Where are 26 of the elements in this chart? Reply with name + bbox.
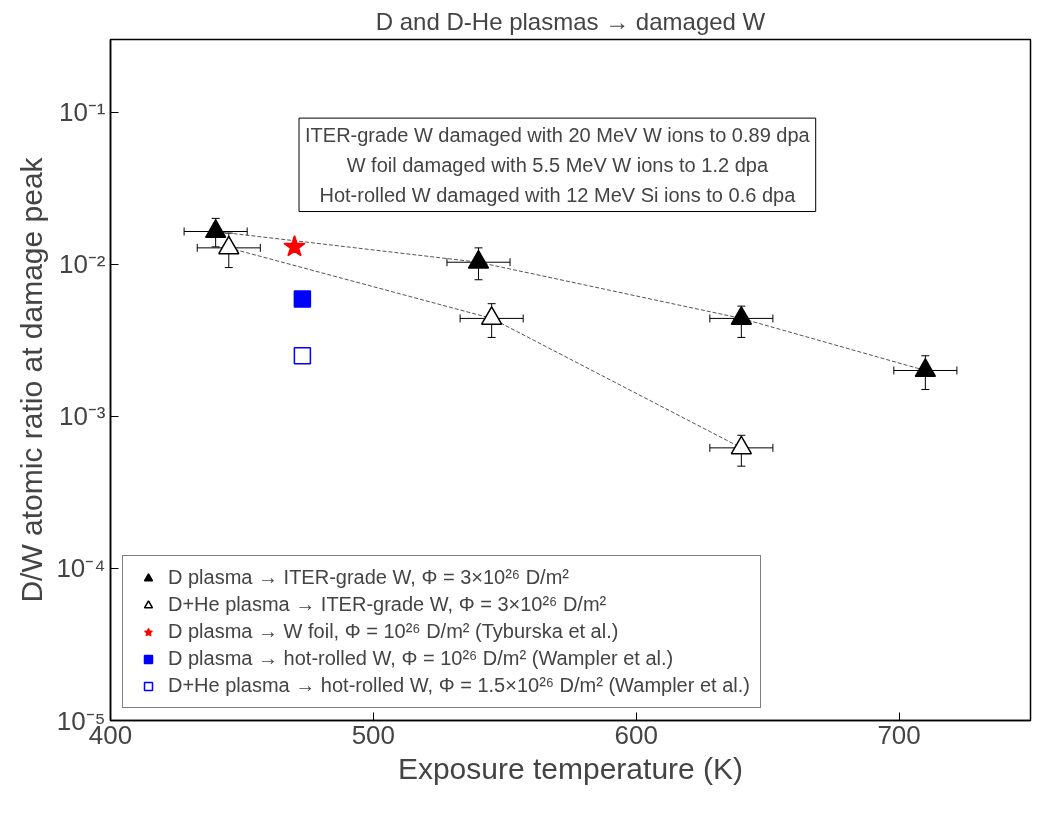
annotation: W foil damaged with 5.5 MeV W ions to 1.2 dpa (346, 153, 769, 176)
legend-label: D+He plasma → ITER-grade W, Φ = 3×10²⁶ D/m² (168, 593, 607, 616)
point (480, 306, 503, 325)
legend-label: D+He plasma → hot-rolled W, Φ = 1.5×10²⁶ D/m² (Wampler et al.) (168, 674, 750, 697)
point (730, 435, 753, 455)
point (283, 235, 306, 257)
point (218, 235, 240, 255)
legend-label: D plasma → hot-rolled W, Φ = 10²⁶ D/m² (Wampler et al.) (168, 647, 674, 670)
y-axis-title: D/W atomic ratio at damage peak (15, 156, 49, 603)
point (730, 306, 753, 325)
legend-label: D plasma → ITER-grade W, Φ = 3×10²⁶ D/m² (168, 566, 569, 589)
x-tick-label: 500 (351, 719, 396, 750)
point (467, 249, 490, 269)
annotation: Hot-rolled W damaged with 12 MeV Si ions to 0.6 dpa (319, 183, 797, 206)
chart-title: D and D-He plasmas → damaged W (375, 7, 766, 35)
x-tick-label: 700 (877, 719, 921, 750)
y-tick-label: 10⁻¹ (58, 97, 106, 128)
x-axis-title: Exposure temperature (K) (397, 751, 744, 785)
point (914, 358, 937, 378)
annotation: ITER-grade W damaged with 20 MeV W ions to 0.89 dpa (305, 124, 811, 147)
y-tick-label: 10⁻² (58, 249, 106, 280)
legend-label: D plasma → W foil, Φ = 10²⁶ D/m² (Tyburska et al.) (168, 620, 619, 643)
x-tick-label: 600 (614, 719, 658, 750)
point (204, 219, 227, 239)
y-tick-label: 10⁻⁴ (56, 553, 106, 584)
y-tick-label: 10⁻³ (58, 401, 106, 432)
